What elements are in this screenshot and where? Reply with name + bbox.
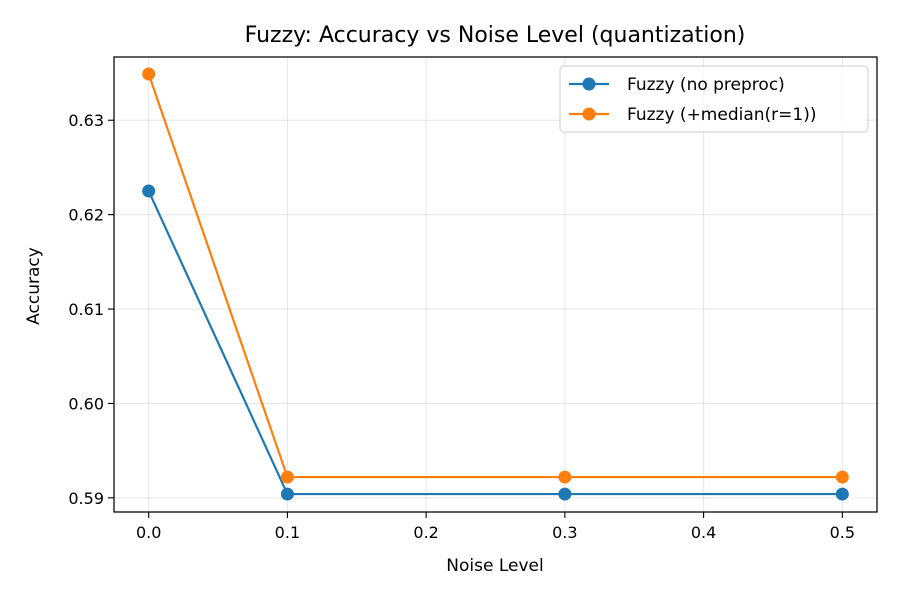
data-point xyxy=(835,470,849,484)
x-tick-label: 0.2 xyxy=(413,523,438,542)
x-tick-label: 0.4 xyxy=(691,523,716,542)
series-layer xyxy=(142,67,849,501)
y-tick-label: 0.61 xyxy=(68,300,104,319)
data-point xyxy=(142,67,156,81)
chart-title: Fuzzy: Accuracy vs Noise Level (quantiza… xyxy=(245,23,746,48)
series-line xyxy=(147,190,843,496)
data-point xyxy=(142,184,156,198)
legend-marker xyxy=(582,77,596,91)
y-axis-ticks: 0.59 0.60 0.61 0.62 0.63 xyxy=(68,111,114,508)
legend-item: Fuzzy (+median(r=1)) xyxy=(569,105,816,125)
legend: Fuzzy (no preproc) Fuzzy (+median(r=1)) xyxy=(559,65,869,133)
legend-marker xyxy=(582,107,596,121)
data-point xyxy=(558,487,572,501)
legend-item: Fuzzy (no preproc) xyxy=(569,75,785,95)
legend-box xyxy=(559,65,869,133)
x-axis-ticks: 0.0 0.1 0.2 0.3 0.4 0.5 xyxy=(136,512,855,542)
y-axis-label: Accuracy xyxy=(24,247,44,325)
y-tick-label: 0.63 xyxy=(68,111,104,130)
legend-label: Fuzzy (no preproc) xyxy=(627,75,785,95)
x-tick-label: 0.1 xyxy=(275,523,300,542)
x-tick-label: 0.0 xyxy=(136,523,161,542)
plot-frame xyxy=(113,56,878,513)
series-line xyxy=(147,73,843,479)
x-tick-label: 0.5 xyxy=(830,523,855,542)
data-point xyxy=(835,487,849,501)
data-point xyxy=(558,470,572,484)
data-point xyxy=(280,487,294,501)
x-axis-label: Noise Level xyxy=(446,556,543,576)
y-tick-label: 0.59 xyxy=(68,489,104,508)
y-tick-label: 0.62 xyxy=(68,206,104,225)
legend-label: Fuzzy (+median(r=1)) xyxy=(627,105,816,125)
series-1 xyxy=(142,184,849,501)
data-point xyxy=(280,470,294,484)
y-tick-label: 0.60 xyxy=(68,394,104,413)
series-2 xyxy=(142,67,849,484)
x-tick-label: 0.3 xyxy=(552,523,577,542)
